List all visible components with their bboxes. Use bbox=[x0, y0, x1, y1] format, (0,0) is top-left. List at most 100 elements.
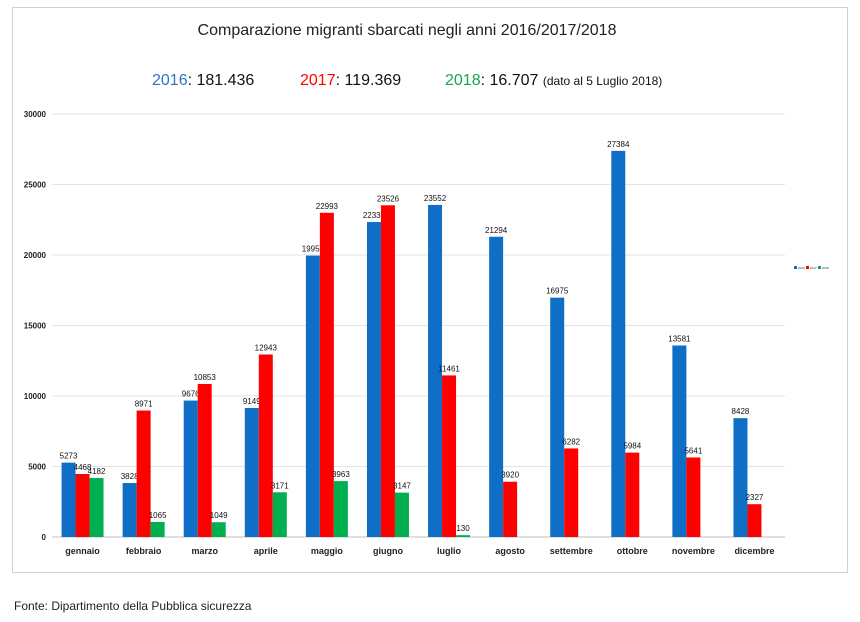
total-2018-year: 2018 bbox=[445, 72, 481, 89]
legend-swatch-2018 bbox=[818, 266, 821, 269]
y-tick-label: 20000 bbox=[24, 251, 47, 260]
data-label-2016-settembre: 16975 bbox=[546, 287, 569, 296]
x-category-label: gennaio bbox=[65, 546, 100, 556]
legend-label-2017: 2017 bbox=[810, 266, 817, 270]
data-label-2016-maggio: 19957 bbox=[302, 245, 325, 254]
bar-2016-settembre bbox=[550, 297, 565, 537]
bar-2018-febbraio bbox=[150, 521, 165, 537]
x-category-label: giugno bbox=[373, 546, 403, 556]
data-label-2017-gennaio: 4468 bbox=[74, 463, 92, 472]
bar-2016-giugno bbox=[366, 222, 381, 538]
legend-swatch-2017 bbox=[806, 266, 809, 269]
x-category-label: agosto bbox=[495, 546, 525, 556]
total-2017-year: 2017 bbox=[300, 72, 336, 89]
bar-2017-gennaio bbox=[75, 474, 90, 537]
bar-2016-agosto bbox=[489, 236, 504, 538]
y-tick-label: 25000 bbox=[24, 181, 47, 190]
bar-2018-aprile bbox=[272, 492, 287, 537]
data-label-2016-gennaio: 5273 bbox=[60, 452, 78, 461]
data-label-2018-febbraio: 1065 bbox=[149, 511, 167, 520]
data-label-2018-aprile: 3171 bbox=[271, 481, 289, 490]
data-label-2016-dicembre: 8428 bbox=[732, 407, 750, 416]
bar-2017-dicembre bbox=[747, 504, 762, 537]
source-note: Fonte: Dipartimento della Pubblica sicur… bbox=[14, 599, 252, 613]
data-label-2018-marzo: 1049 bbox=[210, 511, 228, 520]
data-label-2016-marzo: 9676 bbox=[182, 390, 200, 399]
data-label-2016-ottobre: 27384 bbox=[607, 140, 630, 149]
data-label-2017-agosto: 3920 bbox=[501, 471, 519, 480]
data-label-2017-maggio: 22993 bbox=[316, 202, 339, 211]
data-label-2016-aprile: 9149 bbox=[243, 397, 261, 406]
data-label-2017-dicembre: 2327 bbox=[746, 493, 764, 502]
data-label-2017-giugno: 23526 bbox=[377, 194, 400, 203]
bar-2017-novembre bbox=[686, 457, 701, 537]
x-category-label: febbraio bbox=[126, 546, 162, 556]
total-2016-year: 2016 bbox=[152, 72, 188, 89]
y-tick-label: 5000 bbox=[28, 463, 46, 472]
total-2018-note: (dato al 5 Luglio 2018) bbox=[542, 74, 663, 88]
bar-2016-gennaio bbox=[61, 462, 76, 537]
bar-2016-dicembre bbox=[733, 418, 748, 537]
data-label-2016-febbraio: 3828 bbox=[121, 472, 139, 481]
bar-2018-giugno bbox=[394, 492, 409, 537]
data-label-2017-ottobre: 5984 bbox=[623, 442, 641, 451]
data-label-2018-maggio: 3963 bbox=[332, 470, 350, 479]
bar-2018-luglio bbox=[456, 535, 471, 537]
chart-frame bbox=[12, 7, 848, 573]
bar-2016-luglio bbox=[428, 204, 443, 537]
x-category-label: novembre bbox=[672, 546, 715, 556]
legend-label-2016: 2016 bbox=[798, 266, 805, 270]
bar-2017-maggio bbox=[319, 212, 334, 537]
x-category-label: marzo bbox=[191, 546, 218, 556]
data-label-2016-giugno: 22339 bbox=[363, 211, 386, 220]
bar-2017-febbraio bbox=[136, 410, 151, 537]
total-2016: 2016: 181.436 bbox=[152, 72, 254, 90]
data-label-2018-giugno: 3147 bbox=[393, 482, 411, 491]
data-label-2016-agosto: 21294 bbox=[485, 226, 508, 235]
total-2016-value: 181.436 bbox=[196, 72, 255, 89]
total-2016-sep: : bbox=[187, 72, 197, 89]
data-label-2017-novembre: 5641 bbox=[684, 446, 702, 455]
bar-2016-maggio bbox=[305, 255, 320, 537]
data-label-2017-marzo: 10853 bbox=[194, 373, 217, 382]
x-category-label: dicembre bbox=[734, 546, 774, 556]
legend-swatch-2016 bbox=[794, 266, 797, 269]
bar-2017-luglio bbox=[442, 375, 457, 537]
bar-2017-settembre bbox=[564, 448, 579, 537]
data-label-2017-febbraio: 8971 bbox=[135, 400, 153, 409]
y-tick-label: 0 bbox=[42, 533, 47, 542]
y-tick-label: 10000 bbox=[24, 392, 47, 401]
total-2017: 2017: 119.369 bbox=[300, 72, 401, 90]
total-2018-sep: : bbox=[480, 72, 490, 89]
x-category-label: settembre bbox=[550, 546, 593, 556]
data-label-2018-gennaio: 4182 bbox=[88, 467, 106, 476]
data-label-2018-luglio: 130 bbox=[456, 524, 470, 533]
bar-2016-marzo bbox=[183, 400, 198, 537]
data-label-2017-settembre: 6282 bbox=[562, 437, 580, 446]
bar-2018-maggio bbox=[333, 481, 348, 537]
bar-2017-marzo bbox=[197, 383, 212, 537]
total-2017-value: 119.369 bbox=[344, 72, 402, 89]
y-tick-label: 15000 bbox=[24, 322, 47, 331]
bar-2016-febbraio bbox=[122, 483, 137, 537]
bar-2018-marzo bbox=[211, 522, 226, 537]
chart-title: Comparazione migranti sbarcati negli ann… bbox=[197, 22, 617, 39]
bar-2016-novembre bbox=[672, 345, 687, 537]
x-category-label: maggio bbox=[311, 546, 344, 556]
bar-2016-aprile bbox=[244, 407, 259, 537]
bar-2017-agosto bbox=[503, 481, 518, 537]
data-label-2016-luglio: 23552 bbox=[424, 194, 447, 203]
x-category-label: luglio bbox=[437, 546, 461, 556]
total-2018: 2018: 16.707 (dato al 5 Luglio 2018) bbox=[445, 72, 662, 90]
data-label-2017-aprile: 12943 bbox=[255, 344, 278, 353]
bar-2018-gennaio bbox=[89, 478, 104, 537]
x-category-label: aprile bbox=[254, 546, 278, 556]
total-2018-value: 16.707 bbox=[489, 72, 539, 89]
bar-2017-ottobre bbox=[625, 452, 640, 537]
bar-2017-giugno bbox=[380, 205, 395, 538]
x-category-label: ottobre bbox=[617, 546, 648, 556]
data-label-2016-novembre: 13581 bbox=[668, 335, 691, 344]
y-tick-label: 30000 bbox=[24, 110, 47, 119]
bar-2016-ottobre bbox=[611, 150, 626, 537]
